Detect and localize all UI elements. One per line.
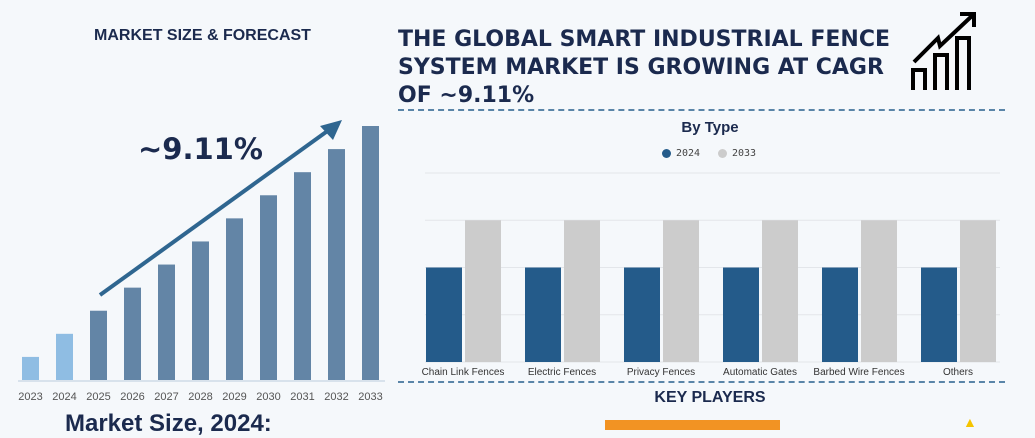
forecast-bar-2030 xyxy=(260,195,277,380)
bar-2033-barbed-wire-fences xyxy=(861,220,897,362)
forecast-bar-2025 xyxy=(90,310,107,380)
divider-top xyxy=(398,109,1005,111)
legend-2024: 2024 xyxy=(662,148,700,159)
forecast-tick-2028: 2028 xyxy=(188,391,212,403)
type-tick-label: Barbed Wire Fences xyxy=(813,367,904,378)
forecast-tick-2029: 2029 xyxy=(222,391,246,403)
forecast-tick-2026: 2026 xyxy=(120,391,144,403)
left-title: MARKET SIZE & FORECAST xyxy=(94,27,311,44)
bar-2024-others xyxy=(921,267,957,362)
star-icon: ▲ xyxy=(963,414,977,430)
forecast-tick-2027: 2027 xyxy=(154,391,178,403)
divider-bottom xyxy=(398,381,1005,383)
legend-dot-2024 xyxy=(662,149,671,158)
forecast-bar-2023 xyxy=(22,356,39,380)
by-type-chart: Chain Link Fences Electric Fences Privacy … xyxy=(422,172,1000,378)
bar-2024-automatic-gates xyxy=(723,267,759,362)
headline: THE GLOBAL SMART INDUSTRIAL FENCE SYSTEM… xyxy=(398,27,891,108)
bar-2033-privacy-fences xyxy=(663,220,699,362)
forecast-bar-2027 xyxy=(158,264,175,380)
forecast-bar-2028 xyxy=(192,241,209,380)
forecast-tick-2032: 2032 xyxy=(324,391,348,403)
forecast-tick-2024: 2024 xyxy=(52,391,76,403)
bar-2033-chain-link-fences xyxy=(465,220,501,362)
legend-dot-2033 xyxy=(718,149,727,158)
forecast-tick-2025: 2025 xyxy=(86,391,110,403)
key-player-logo xyxy=(605,420,780,430)
forecast-bar-2033 xyxy=(362,126,379,380)
bar-2024-barbed-wire-fences xyxy=(822,267,858,362)
legend-label-2024: 2024 xyxy=(676,148,701,159)
bar-chart-growth-arrow-icon xyxy=(911,12,976,90)
forecast-tick-2033: 2033 xyxy=(358,391,382,403)
bar-2024-chain-link-fences xyxy=(426,267,462,362)
type-tick-label: Electric Fences xyxy=(528,367,596,378)
legend-label-2033: 2033 xyxy=(732,148,757,159)
bar-2024-privacy-fences xyxy=(624,267,660,362)
bar-2024-electric-fences xyxy=(525,267,561,362)
bar-2033-electric-fences xyxy=(564,220,600,362)
forecast-bar-2026 xyxy=(124,287,141,380)
cagr-label: ~9.11% xyxy=(138,132,263,166)
forecast-tick-2030: 2030 xyxy=(256,391,280,403)
forecast-tick-2023: 2023 xyxy=(18,391,42,403)
legend-2033: 2033 xyxy=(718,148,756,159)
type-tick-label: Others xyxy=(943,367,973,378)
key-players-title: KEY PLAYERS xyxy=(654,389,766,406)
by-type-title: By Type xyxy=(681,119,739,136)
forecast-bar-2024 xyxy=(56,333,73,380)
bar-2033-others xyxy=(960,220,996,362)
growth-arrow-head xyxy=(320,120,342,140)
type-tick-label: Chain Link Fences xyxy=(422,367,505,378)
market-size-label: Market Size, 2024: xyxy=(65,410,272,437)
growth-arrow-line xyxy=(98,125,335,297)
forecast-tick-2031: 2031 xyxy=(290,391,314,403)
type-tick-label: Automatic Gates xyxy=(723,367,797,378)
forecast-bar-2032 xyxy=(328,149,345,380)
forecast-chart: 2023 2024 2025 2026 2027 2028 2029 2030 2031 2032… xyxy=(18,120,385,403)
bar-2033-automatic-gates xyxy=(762,220,798,362)
forecast-bar-2031 xyxy=(294,172,311,380)
forecast-bar-2029 xyxy=(226,218,243,380)
type-tick-label: Privacy Fences xyxy=(627,367,695,378)
